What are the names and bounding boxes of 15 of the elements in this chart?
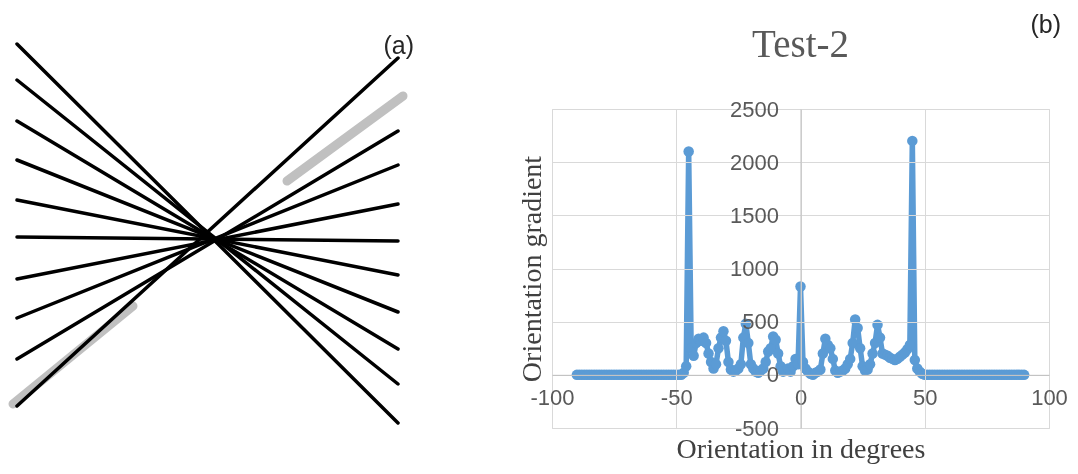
text: (b)	[1030, 10, 1061, 38]
x-tick-label: 100	[1031, 385, 1068, 411]
y-tick-label: 1500	[730, 202, 779, 228]
y-axis-title: Orientation gradient	[515, 155, 547, 383]
y-tick-label: 2000	[730, 149, 779, 175]
y-tick-label: 1000	[730, 256, 779, 281]
x-tick-label: -100	[530, 385, 575, 411]
x-tick-label: 0	[794, 385, 808, 411]
x-tick-label: -50	[660, 385, 693, 411]
y-tick-label: 500	[742, 309, 779, 335]
x-tick-label: 50	[913, 385, 938, 411]
chart-title: Test-2	[752, 22, 849, 65]
y-tick-label: 0	[766, 362, 779, 388]
text: (a)	[383, 31, 414, 59]
y-tick-label: 2500	[730, 96, 779, 122]
